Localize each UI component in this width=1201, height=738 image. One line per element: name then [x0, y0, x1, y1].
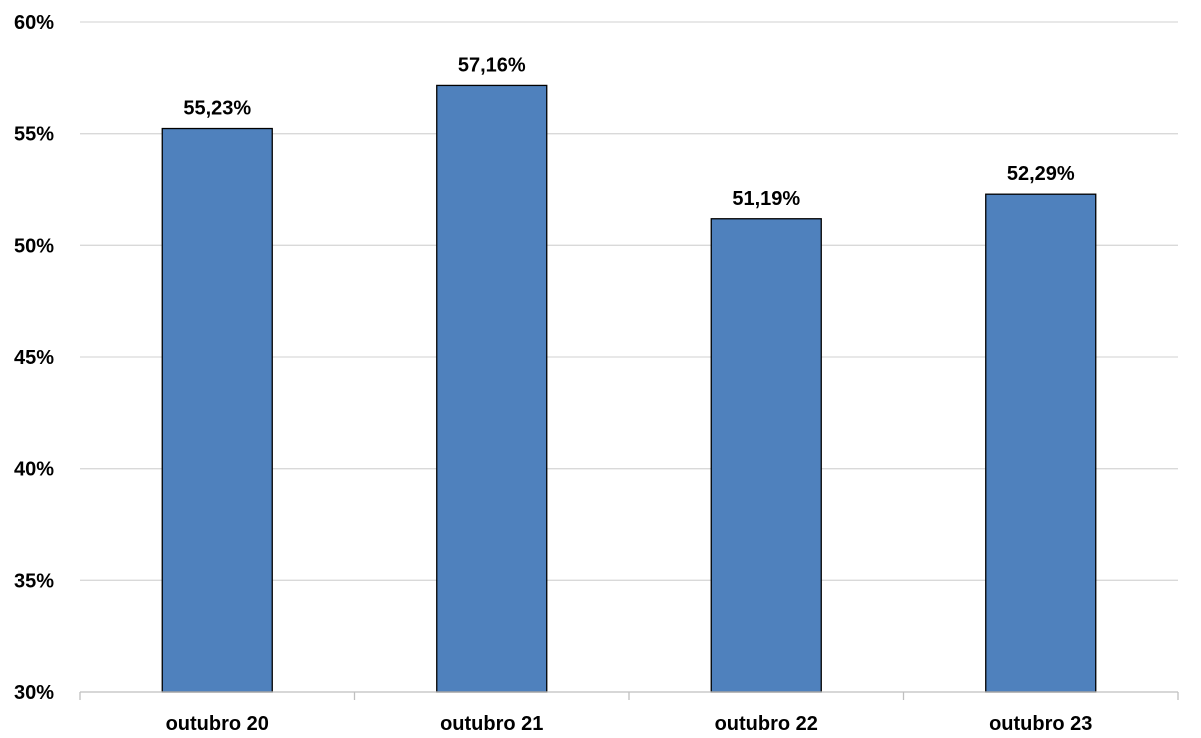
data-label: 51,19% [732, 188, 800, 210]
x-tick-label: outubro 20 [166, 713, 269, 735]
y-tick-label: 50% [14, 235, 54, 257]
x-tick-label: outubro 21 [440, 713, 543, 735]
bar-3 [710, 218, 822, 693]
y-tick-label: 60% [14, 12, 54, 34]
y-tick-label: 45% [14, 347, 54, 369]
bar-4 [985, 193, 1097, 693]
data-label: 57,16% [458, 54, 526, 76]
x-tick-label: outubro 23 [989, 713, 1092, 735]
x-axis: outubro 20 outubro 21 outubro 22 outubro 23 [79, 691, 1179, 735]
y-tick-label: 30% [14, 682, 54, 704]
bar-2 [436, 84, 548, 693]
y-axis: 30% 35% 40% 45% 50% 55% 60% [14, 12, 54, 704]
y-tick-label: 40% [14, 459, 54, 481]
y-tick-label: 55% [14, 124, 54, 146]
x-tick-label: outubro 22 [715, 713, 818, 735]
data-label: 55,23% [183, 98, 251, 120]
y-tick-label: 35% [14, 570, 54, 592]
bar-1 [161, 127, 273, 693]
data-label: 52,29% [1007, 163, 1075, 185]
data-labels: 55,23% 57,16% 51,19% 52,29% [183, 54, 1075, 209]
bars [161, 84, 1097, 693]
